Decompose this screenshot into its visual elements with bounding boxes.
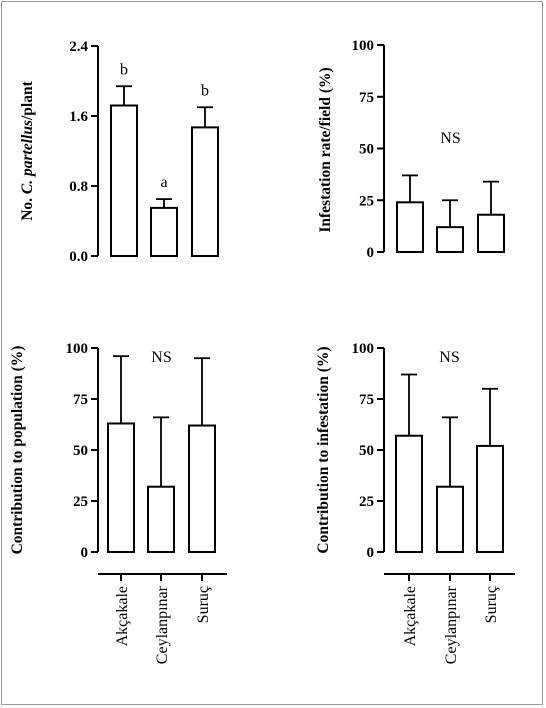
y-tick-label: 50 — [359, 443, 374, 459]
significance-letter: b — [201, 82, 209, 99]
x-category-label: Ceylanpınar — [154, 585, 171, 664]
y-tick-label: 0 — [367, 245, 375, 261]
significance-letter: b — [120, 61, 128, 78]
y-axis-label: Contribution to infestation (%) — [315, 346, 332, 553]
chart-panel-3: 0 25 50 75 100 Contribution to population (%)… — [9, 341, 227, 664]
bar-Akçakale — [107, 422, 135, 554]
x-category-label: Ceylanpınar — [443, 585, 460, 664]
bar-Ceylanpınar — [150, 206, 178, 257]
y-tick-label: 2.4 — [69, 39, 88, 55]
y-tick-label: 100 — [352, 341, 375, 357]
ns-annotation: NS — [151, 349, 171, 366]
y-tick-label: 0 — [367, 545, 375, 561]
ns-annotation: NS — [440, 130, 460, 147]
y-tick-label: 100 — [352, 38, 375, 54]
y-tick-label: 75 — [73, 392, 88, 408]
y-tick-label: 25 — [359, 193, 374, 209]
chart-panel-2: 0 25 50 75 100 Infestation rate/field (%) NS — [317, 38, 505, 261]
bar-Ceylanpınar — [147, 485, 175, 553]
y-axis-label: Infestation rate/field (%) — [317, 67, 334, 232]
y-axis-label: Contribution to population (%) — [9, 346, 26, 555]
bar-Suruç — [191, 126, 219, 257]
x-category-label: Akçakale — [114, 586, 131, 646]
y-label-part: /plant — [19, 80, 36, 121]
significance-letter: a — [160, 174, 167, 191]
y-label-part: No. — [19, 194, 36, 221]
bar-Akçakale — [396, 201, 424, 254]
y-tick-label: 50 — [359, 142, 374, 158]
y-tick-label: 50 — [73, 443, 88, 459]
y-tick-label: 0 — [81, 545, 89, 561]
y-tick-label: 25 — [359, 494, 374, 510]
bar-Ceylanpınar — [436, 226, 464, 254]
y-tick-label: 25 — [73, 494, 88, 510]
bar-Suruç — [477, 213, 505, 254]
y-tick-label: 75 — [359, 90, 374, 106]
bar-Akçakale — [110, 104, 138, 257]
x-category-label: Suruç — [195, 586, 212, 623]
bar-Ceylanpınar — [436, 485, 464, 553]
y-tick-label: 0.8 — [69, 179, 88, 195]
bar-Suruç — [476, 444, 504, 554]
x-category-label: Akçakale — [402, 586, 419, 646]
y-label-species: C. partellus — [19, 120, 36, 194]
y-tick-label: 75 — [359, 392, 374, 408]
y-tick-label: 0.0 — [69, 249, 88, 265]
bar-Suruç — [188, 424, 216, 553]
ns-annotation: NS — [439, 349, 459, 366]
y-tick-label: 100 — [66, 341, 89, 357]
chart-panel-4: 0 25 50 75 100 Contribution to infestation (%… — [315, 341, 515, 664]
x-category-label: Suruç — [483, 586, 500, 623]
bar-Akçakale — [395, 434, 423, 553]
y-axis-label: No. C. partellus/plant — [19, 80, 36, 220]
y-tick-label: 1.6 — [69, 109, 88, 125]
chart-panel-1: 0.0 0.8 1.6 2.4 No. C. partellus/plant b a b — [19, 39, 219, 265]
